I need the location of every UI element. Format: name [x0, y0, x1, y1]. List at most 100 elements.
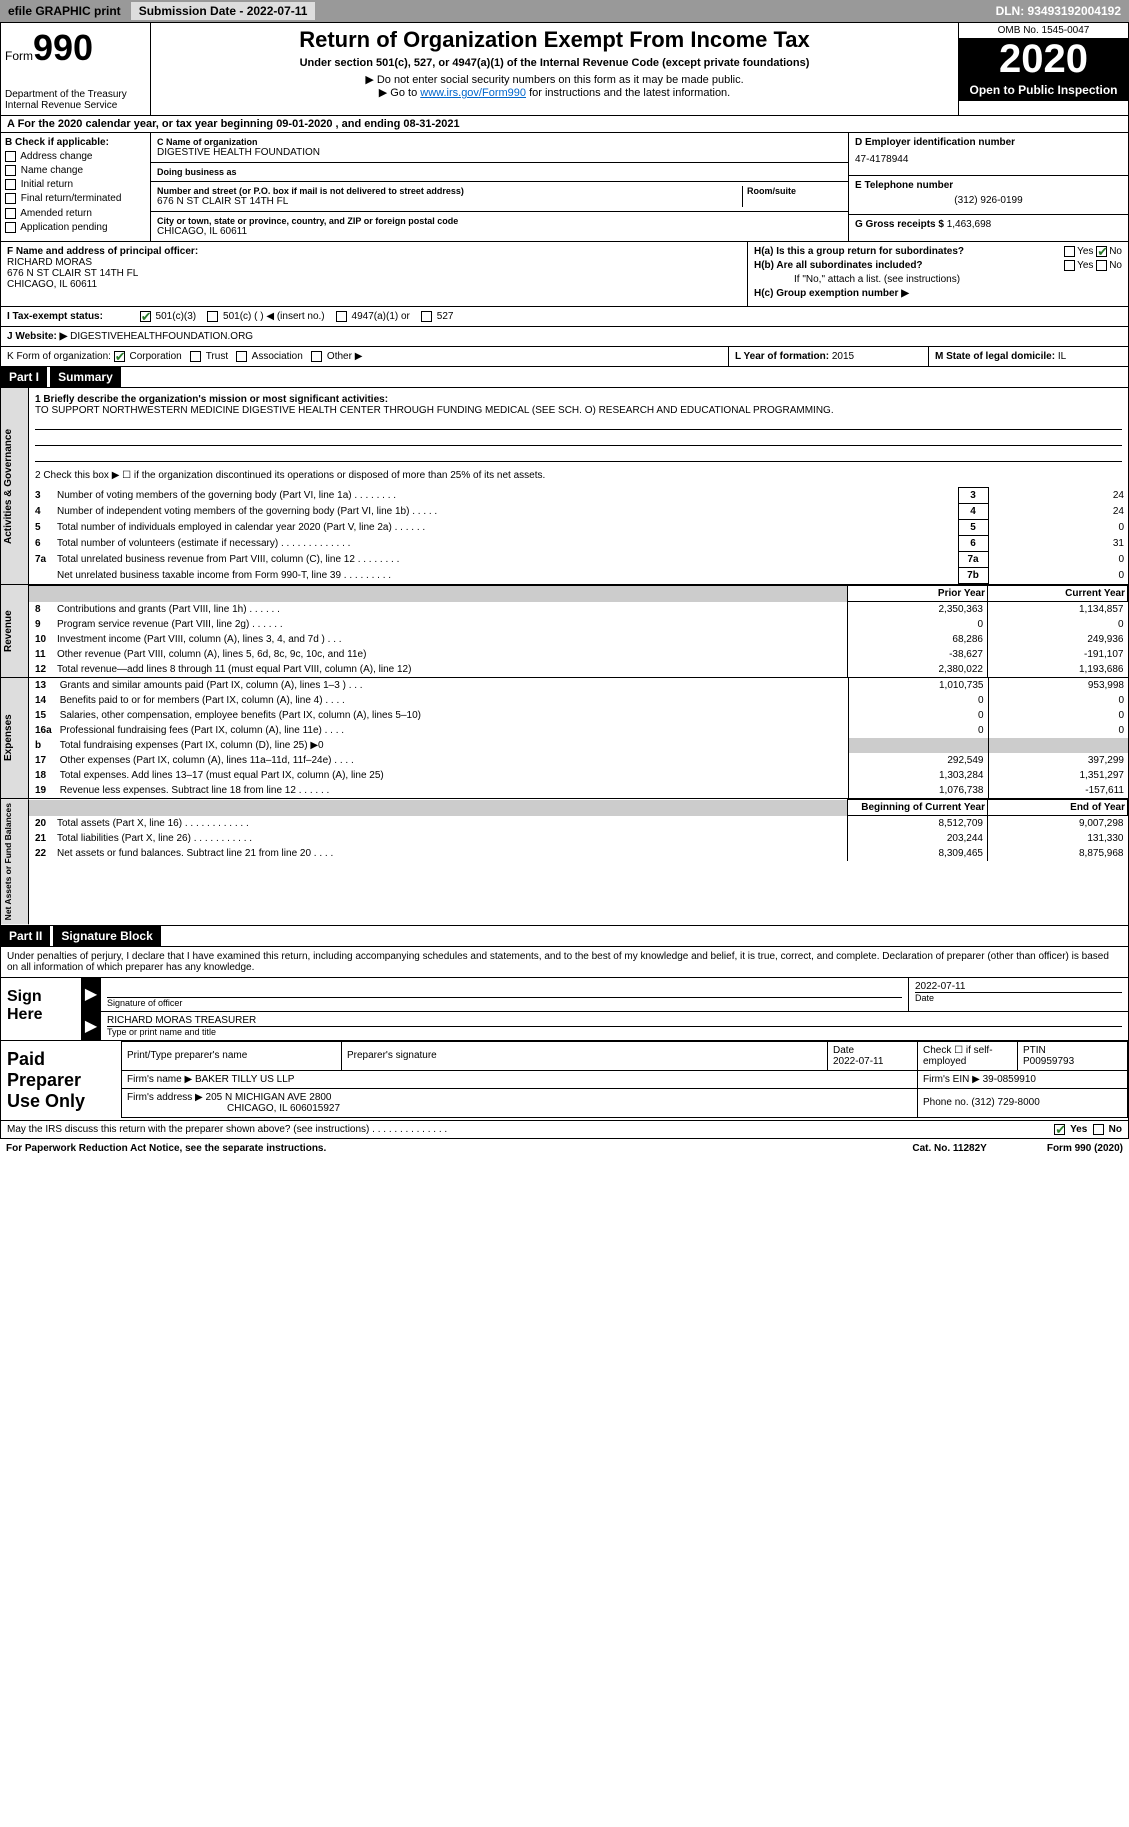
k-opt[interactable]: Other ▶: [308, 351, 368, 362]
top-bar: efile GRAPHIC print Submission Date - 20…: [0, 0, 1129, 22]
revenue-section: Revenue Prior YearCurrent Year8Contribut…: [0, 585, 1129, 678]
boxb-item[interactable]: Application pending: [5, 222, 146, 233]
mission-label: 1 Briefly describe the organization's mi…: [35, 394, 1122, 405]
boxb-item[interactable]: Name change: [5, 165, 146, 176]
firm-ein-value: 39-0859910: [983, 1074, 1036, 1085]
expense-row: 13Grants and similar amounts paid (Part …: [29, 678, 1128, 693]
firm-name-label: Firm's name ▶: [127, 1074, 192, 1085]
dln-label: DLN: 93493192004192: [990, 2, 1127, 20]
k-opt[interactable]: Corporation: [114, 351, 188, 362]
efile-label[interactable]: efile GRAPHIC print: [2, 2, 127, 20]
addr-label: Number and street (or P.O. box if mail i…: [157, 186, 742, 196]
irs-link[interactable]: www.irs.gov/Form990: [420, 87, 526, 99]
officer-name-value: RICHARD MORAS TREASURER: [107, 1015, 1122, 1026]
expense-row: 15Salaries, other compensation, employee…: [29, 708, 1128, 723]
officer-section: F Name and address of principal officer:…: [0, 242, 1129, 307]
prep-date-hdr: Date2022-07-11: [828, 1041, 918, 1070]
form-instr2: ▶ Go to www.irs.gov/Form990 for instruct…: [155, 86, 954, 99]
firm-ein-label: Firm's EIN ▶: [923, 1074, 980, 1085]
boxb-item[interactable]: Initial return: [5, 179, 146, 190]
form-header: Form990 Department of the Treasury Inter…: [0, 22, 1129, 116]
officer-name-label: Type or print name and title: [107, 1026, 1122, 1037]
pra-notice: For Paperwork Reduction Act Notice, see …: [6, 1143, 326, 1154]
form-number: Form990: [5, 27, 146, 69]
gov-row: Net unrelated business taxable income fr…: [29, 568, 1128, 584]
submission-date: Submission Date - 2022-07-11: [131, 2, 316, 20]
sig-date-label: Date: [915, 992, 1122, 1003]
tax-status-row: I Tax-exempt status: 501(c)(3) 501(c) ( …: [0, 307, 1129, 327]
hc-row: H(c) Group exemption number ▶: [754, 288, 1122, 299]
firm-addr-label: Firm's address ▶: [127, 1092, 203, 1103]
tax-opt[interactable]: 4947(a)(1) or: [333, 311, 418, 322]
gov-row: 4Number of independent voting members of…: [29, 504, 1128, 520]
expense-section: Expenses 13Grants and similar amounts pa…: [0, 678, 1129, 799]
gov-row: 3Number of voting members of the governi…: [29, 488, 1128, 504]
expense-row: 16aProfessional fundraising fees (Part I…: [29, 723, 1128, 738]
name-label: C Name of organization: [157, 137, 842, 147]
gov-row: 6Total number of volunteers (estimate if…: [29, 536, 1128, 552]
expense-row: 17Other expenses (Part IX, column (A), l…: [29, 753, 1128, 768]
boxb-item[interactable]: Final return/terminated: [5, 193, 146, 204]
phone-value: (312) 926-0199: [855, 191, 1122, 210]
sig-officer-label: Signature of officer: [107, 997, 902, 1008]
k-opt[interactable]: Association: [234, 351, 309, 362]
addr-value: 676 N ST CLAIR ST 14TH FL: [157, 196, 742, 207]
firm-phone-label: Phone no.: [923, 1097, 969, 1108]
firm-addr-value: 205 N MICHIGAN AVE 2800: [206, 1092, 332, 1103]
receipts-label: G Gross receipts $: [855, 219, 944, 230]
boxb-item[interactable]: Address change: [5, 151, 146, 162]
netassets-row: 20Total assets (Part X, line 16) . . . .…: [29, 816, 1128, 832]
department-label: Department of the Treasury Internal Reve…: [5, 89, 146, 111]
revenue-row: 10Investment income (Part VIII, column (…: [29, 632, 1128, 647]
gov-row: 7aTotal unrelated business revenue from …: [29, 552, 1128, 568]
expense-row: bTotal fundraising expenses (Part IX, co…: [29, 738, 1128, 753]
dba-label: Doing business as: [157, 167, 842, 177]
officer-name: RICHARD MORAS: [7, 257, 741, 268]
netassets-row: 21Total liabilities (Part X, line 26) . …: [29, 831, 1128, 846]
netassets-side-label: Net Assets or Fund Balances: [1, 799, 29, 924]
phone-label: E Telephone number: [855, 180, 1122, 191]
gov-row: 5Total number of individuals employed in…: [29, 520, 1128, 536]
tax-opt[interactable]: 501(c)(3): [140, 311, 205, 322]
part2-num: Part II: [1, 926, 50, 946]
hb-note: If "No," attach a list. (see instruction…: [754, 274, 1122, 285]
tax-opt[interactable]: 501(c) ( ) ◀ (insert no.): [204, 311, 333, 322]
ein-label: D Employer identification number: [855, 137, 1122, 148]
netassets-section: Net Assets or Fund Balances Beginning of…: [0, 799, 1129, 925]
part2-title: Signature Block: [53, 926, 160, 946]
expense-side-label: Expenses: [1, 678, 29, 798]
firm-addr-value2: CHICAGO, IL 606015927: [127, 1103, 340, 1114]
boxb-item[interactable]: Amended return: [5, 208, 146, 219]
expense-row: 19Revenue less expenses. Subtract line 1…: [29, 783, 1128, 798]
officer-label: F Name and address of principal officer:: [7, 246, 741, 257]
prep-sig-hdr: Preparer's signature: [342, 1041, 828, 1070]
footer-line: For Paperwork Reduction Act Notice, see …: [0, 1139, 1129, 1158]
city-label: City or town, state or province, country…: [157, 216, 842, 226]
expense-row: 14Benefits paid to or for members (Part …: [29, 693, 1128, 708]
hb-row: H(b) Are all subordinates included? Yes …: [754, 260, 1122, 271]
part1-title: Summary: [50, 367, 121, 387]
org-info-section: B Check if applicable: Address change Na…: [0, 133, 1129, 242]
revenue-row: 12Total revenue—add lines 8 through 11 (…: [29, 662, 1128, 677]
sign-arrow-icon: ▶: [81, 978, 101, 1011]
revenue-row: 11Other revenue (Part VIII, column (A), …: [29, 647, 1128, 662]
line2: 2 Check this box ▶ ☐ if the organization…: [29, 470, 1128, 487]
netassets-row: 22Net assets or fund balances. Subtract …: [29, 846, 1128, 861]
tax-year: 2020: [959, 39, 1128, 79]
prep-name-hdr: Print/Type preparer's name: [122, 1041, 342, 1070]
preparer-section: Paid Preparer Use Only Print/Type prepar…: [0, 1041, 1129, 1121]
box-b-label: B Check if applicable:: [5, 137, 146, 148]
form-org-row: K Form of organization: Corporation Trus…: [0, 347, 1129, 367]
form-footer-label: Form 990 (2020): [1047, 1143, 1123, 1154]
inspection-badge: Open to Public Inspection: [959, 79, 1128, 101]
tax-opt[interactable]: 527: [418, 311, 462, 322]
org-name: DIGESTIVE HEALTH FOUNDATION: [157, 147, 842, 158]
website-row: J Website: ▶ DIGESTIVEHEALTHFOUNDATION.O…: [0, 327, 1129, 347]
discuss-row: May the IRS discuss this return with the…: [0, 1121, 1129, 1139]
revenue-row: 9Program service revenue (Part VIII, lin…: [29, 617, 1128, 632]
form-subtitle: Under section 501(c), 527, or 4947(a)(1)…: [155, 57, 954, 69]
website-value[interactable]: DIGESTIVEHEALTHFOUNDATION.ORG: [70, 331, 253, 342]
receipts-value: 1,463,698: [947, 219, 992, 230]
officer-addr2: CHICAGO, IL 60611: [7, 279, 741, 290]
k-opt[interactable]: Trust: [187, 351, 233, 362]
